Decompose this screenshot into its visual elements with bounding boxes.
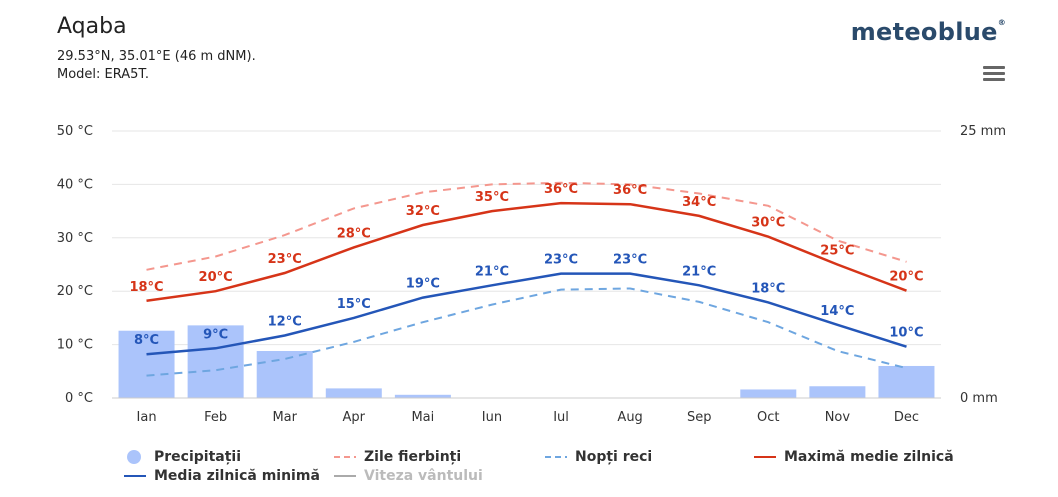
data-label: 34°C <box>682 195 716 210</box>
y-left-tick-label: 0 °C <box>65 391 93 406</box>
x-tick-label: Aug <box>617 410 642 425</box>
x-tick-label: Apr <box>343 410 366 425</box>
coordinates-text: 29.53°N, 35.01°E (46 m dNM). <box>57 49 256 64</box>
data-label: 20°C <box>199 270 233 285</box>
min-legend-icon <box>124 470 146 482</box>
hot-days-legend-icon <box>334 451 356 463</box>
x-tick-label: Oct <box>757 410 779 425</box>
legend-hot-days[interactable]: Zile fierbinți <box>334 449 461 465</box>
cold-nights-legend-icon <box>545 451 567 463</box>
precip-bar <box>187 325 244 398</box>
x-tick-label: Ian <box>137 410 157 425</box>
x-tick-label: Feb <box>204 410 227 425</box>
precip-bar <box>325 388 382 398</box>
data-label: 36°C <box>544 182 578 197</box>
legend-wind[interactable]: Viteza vântului <box>334 468 483 484</box>
data-label: 21°C <box>475 264 509 279</box>
logo-text: meteoblue <box>850 18 998 46</box>
y-left-tick-label: 50 °C <box>57 124 93 139</box>
data-label: 21°C <box>682 264 716 279</box>
x-tick-label: Dec <box>894 410 919 425</box>
precip-bar <box>878 365 935 398</box>
legend-precip[interactable]: Precipitații <box>124 449 241 465</box>
series-line-max <box>146 201 907 303</box>
series-line-min <box>146 272 907 356</box>
x-tick-label: Mai <box>411 410 434 425</box>
y-right-tick-label: 25 mm <box>960 124 1006 139</box>
precip-bar <box>256 351 313 398</box>
data-label: 23°C <box>268 252 302 267</box>
legend-wind-label: Viteza vântului <box>364 468 483 484</box>
data-label: 20°C <box>889 270 923 285</box>
max-legend-icon <box>754 451 776 463</box>
precip-bar <box>740 389 797 398</box>
legend-max[interactable]: Maximă medie zilnică <box>754 449 954 465</box>
legend-max-label: Maximă medie zilnică <box>784 449 954 465</box>
x-tick-label: Nov <box>825 410 851 425</box>
data-label: 15°C <box>337 297 371 312</box>
data-label: 36°C <box>613 183 647 198</box>
x-tick-label: Iul <box>553 410 569 425</box>
y-left-tick-label: 40 °C <box>57 177 93 192</box>
data-label: 25°C <box>820 244 854 259</box>
legend-cold-nights-label: Nopți reci <box>575 449 653 465</box>
data-label: 8°C <box>134 333 159 348</box>
precip-bar <box>809 386 866 398</box>
hamburger-menu-icon[interactable] <box>983 66 1005 82</box>
legend-hot-days-label: Zile fierbinți <box>364 449 462 465</box>
data-label: 28°C <box>337 226 371 241</box>
data-label: 23°C <box>544 253 578 268</box>
x-tick-label: Sep <box>687 410 712 425</box>
data-label: 32°C <box>406 204 440 219</box>
legend-min-label: Media zilnică minimă <box>154 468 320 484</box>
data-label: 35°C <box>475 190 509 205</box>
data-label: 9°C <box>203 327 228 342</box>
legend-cold-nights[interactable]: Nopți reci <box>545 449 652 465</box>
registered-mark: ® <box>997 18 1006 27</box>
data-label: 18°C <box>751 281 785 296</box>
x-tick-label: Iun <box>482 410 502 425</box>
precip-bar <box>118 330 175 398</box>
data-label: 10°C <box>889 326 923 341</box>
y-left-tick-label: 10 °C <box>57 338 93 353</box>
meteoblue-logo[interactable]: meteoblue® <box>851 18 1006 46</box>
data-label: 30°C <box>751 216 785 231</box>
precip-bar <box>394 394 451 398</box>
data-label: 19°C <box>406 277 440 292</box>
legend-min[interactable]: Media zilnică minimă <box>124 468 320 484</box>
data-label: 18°C <box>129 280 163 295</box>
y-left-tick-label: 30 °C <box>57 231 93 246</box>
city-title: Aqaba <box>57 14 127 39</box>
wind-legend-icon <box>334 470 356 482</box>
data-label: 23°C <box>613 253 647 268</box>
y-left-tick-label: 20 °C <box>57 284 93 299</box>
legend-precip-label: Precipitații <box>154 449 242 465</box>
y-right-tick-label: 0 mm <box>960 391 998 406</box>
series-line-cold-nights <box>146 287 907 377</box>
x-tick-label: Mar <box>272 410 297 425</box>
series-line-hot-days <box>146 181 907 271</box>
data-label: 14°C <box>820 304 854 319</box>
model-text: Model: ERA5T. <box>57 67 149 82</box>
precip-legend-icon <box>124 450 146 464</box>
data-label: 12°C <box>268 315 302 330</box>
